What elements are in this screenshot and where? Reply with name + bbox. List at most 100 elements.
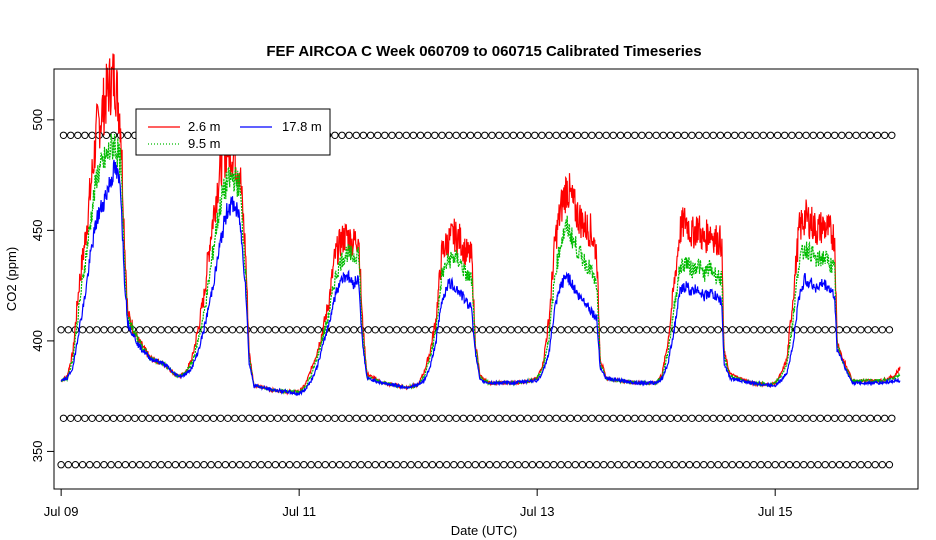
reference-marker	[531, 414, 539, 422]
reference-marker	[750, 461, 758, 469]
reference-marker	[600, 326, 608, 334]
series-line-17-8-m	[60, 159, 901, 397]
reference-marker	[731, 414, 739, 422]
x-tick-label: Jul 11	[282, 504, 316, 519]
reference-marker	[550, 326, 558, 334]
reference-marker	[78, 326, 87, 334]
reference-marker	[345, 131, 353, 140]
reference-marker	[709, 414, 717, 422]
reference-marker	[831, 414, 839, 422]
reference-marker	[600, 461, 608, 469]
reference-marker	[873, 414, 882, 422]
reference-marker	[688, 414, 696, 422]
reference-marker	[331, 131, 339, 140]
x-axis-label: Date (UTC)	[451, 523, 517, 538]
reference-marker	[109, 414, 118, 422]
reference-marker	[557, 326, 565, 334]
reference-marker	[881, 414, 889, 422]
x-tick-label: Jul 13	[520, 504, 555, 519]
reference-marker	[681, 131, 689, 140]
reference-marker	[821, 461, 829, 469]
reference-marker	[266, 414, 275, 422]
reference-marker	[202, 414, 211, 422]
reference-marker	[250, 326, 258, 334]
reference-marker	[528, 461, 537, 469]
reference-marker	[707, 326, 715, 334]
reference-marker	[136, 326, 144, 334]
reference-marker	[59, 414, 68, 422]
reference-marker	[795, 414, 803, 422]
reference-marker	[228, 461, 237, 469]
reference-marker	[859, 131, 867, 140]
reference-marker	[742, 326, 751, 334]
reference-marker	[585, 461, 594, 469]
reference-marker	[695, 131, 703, 140]
reference-marker	[838, 131, 846, 140]
reference-marker	[352, 414, 360, 422]
reference-marker	[771, 326, 779, 334]
reference-marker	[500, 461, 508, 469]
reference-marker	[659, 131, 667, 140]
reference-marker	[792, 461, 801, 469]
reference-marker	[859, 414, 867, 422]
series-line-9-5-m	[60, 133, 901, 395]
reference-marker	[178, 461, 187, 469]
reference-marker	[402, 414, 410, 422]
reference-marker	[335, 326, 344, 334]
reference-marker	[57, 326, 65, 334]
reference-marker	[602, 131, 610, 140]
reference-marker	[573, 131, 582, 140]
reference-marker	[809, 414, 817, 422]
reference-marker	[228, 326, 237, 334]
reference-marker	[145, 414, 153, 422]
reference-marker	[535, 326, 544, 334]
reference-marker	[195, 414, 203, 422]
reference-marker	[752, 131, 760, 140]
plot-frame	[53, 68, 919, 490]
reference-marker	[393, 326, 401, 334]
reference-marker	[595, 131, 603, 140]
legend-label-9-5m: 9.5 m	[188, 136, 221, 151]
reference-marker	[121, 326, 130, 334]
reference-marker	[738, 414, 746, 422]
reference-marker	[823, 131, 832, 140]
reference-marker	[114, 461, 123, 469]
reference-marker	[188, 414, 196, 422]
reference-marker	[671, 326, 679, 334]
reference-marker	[759, 131, 767, 140]
reference-marker	[328, 326, 337, 334]
reference-marker	[364, 461, 372, 469]
reference-marker	[88, 414, 96, 422]
reference-marker	[645, 414, 653, 422]
reference-marker	[709, 131, 717, 140]
reference-marker	[552, 131, 560, 140]
reference-marker	[781, 131, 789, 140]
reference-marker	[502, 414, 510, 422]
reference-marker	[635, 326, 644, 334]
reference-marker	[643, 326, 651, 334]
reference-marker	[307, 461, 315, 469]
reference-marker	[638, 131, 646, 140]
reference-marker	[702, 131, 710, 140]
reference-marker	[616, 414, 625, 422]
reference-marker	[121, 461, 130, 469]
reference-marker	[564, 461, 572, 469]
reference-marker	[814, 461, 822, 469]
reference-marker	[521, 461, 529, 469]
reference-marker	[207, 326, 215, 334]
reference-marker	[378, 461, 387, 469]
reference-marker	[114, 326, 123, 334]
reference-marker	[842, 326, 851, 334]
reference-marker	[374, 131, 382, 140]
reference-marker	[871, 461, 879, 469]
reference-marker	[285, 326, 294, 334]
reference-marker	[588, 131, 596, 140]
reference-marker	[381, 414, 389, 422]
reference-marker	[878, 461, 886, 469]
reference-marker	[314, 461, 322, 469]
x-tick-label: Jul 09	[44, 504, 79, 519]
reference-marker	[821, 326, 829, 334]
reference-marker	[838, 414, 846, 422]
reference-marker	[807, 461, 815, 469]
reference-marker	[224, 414, 232, 422]
